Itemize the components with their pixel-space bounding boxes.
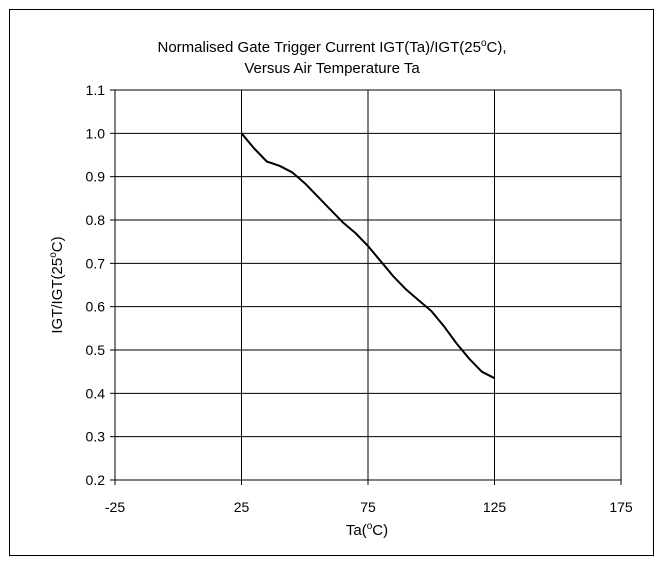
x-tick-label: 125 xyxy=(483,499,507,515)
x-tick-label: 175 xyxy=(609,499,633,515)
y-tick-label: 0.7 xyxy=(86,255,106,271)
x-tick-label: 75 xyxy=(360,499,376,515)
x-axis-label: Ta(oC) xyxy=(346,521,388,539)
series-line xyxy=(240,132,495,380)
y-axis-label: IGT/IGT(25oC) xyxy=(48,236,66,333)
chart-title-line1: Normalised Gate Trigger Current IGT(Ta)/… xyxy=(158,38,507,56)
y-tick-label: 0.4 xyxy=(86,385,106,401)
y-tick-label: 0.6 xyxy=(86,299,106,315)
y-tick-label: 0.8 xyxy=(86,212,106,228)
y-tick-label: 0.3 xyxy=(86,429,106,445)
x-tick-label: 25 xyxy=(234,499,250,515)
chart-frame xyxy=(9,9,654,556)
series-layer xyxy=(240,132,495,380)
chart-title-line2: Versus Air Temperature Ta xyxy=(244,60,420,77)
y-tick-label: 1.0 xyxy=(86,125,106,141)
y-tick-label: 1.1 xyxy=(86,82,106,98)
x-tick-label: -25 xyxy=(105,499,125,515)
y-tick-label: 0.2 xyxy=(86,472,106,488)
grid-lines xyxy=(110,89,622,485)
tick-labels: 1.1 1.0 0.9 0.8 0.7 0.6 0.5 0.4 0.3 0.2 -25 25 75 125… xyxy=(86,82,633,515)
y-tick-label: 0.5 xyxy=(86,342,106,358)
y-tick-label: 0.9 xyxy=(86,169,106,185)
